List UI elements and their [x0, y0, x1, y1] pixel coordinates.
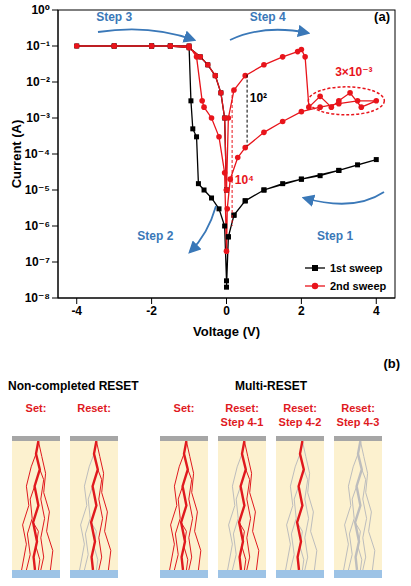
svg-text:(b): (b): [383, 356, 400, 371]
svg-text:-2: -2: [146, 304, 157, 318]
svg-text:Step 3: Step 3: [96, 10, 132, 24]
svg-text:4: 4: [373, 304, 380, 318]
svg-text:3×10⁻³: 3×10⁻³: [335, 65, 372, 79]
svg-text:10⁻⁵: 10⁻⁵: [25, 183, 50, 197]
svg-text:Step 4-1: Step 4-1: [221, 416, 264, 428]
svg-text:10⁴: 10⁴: [235, 173, 254, 187]
svg-text:10⁻⁷: 10⁻⁷: [25, 255, 50, 269]
svg-text:Step 4-2: Step 4-2: [279, 416, 322, 428]
svg-text:Reset:: Reset:: [77, 402, 111, 414]
svg-text:10⁻⁴: 10⁻⁴: [24, 147, 50, 161]
svg-text:Set:: Set:: [174, 402, 195, 414]
svg-text:Step 2: Step 2: [137, 229, 173, 243]
svg-text:10⁰: 10⁰: [31, 3, 50, 17]
svg-text:Set:: Set:: [26, 402, 47, 414]
svg-text:Reset:: Reset:: [225, 402, 259, 414]
svg-text:-4: -4: [71, 304, 82, 318]
svg-text:2: 2: [298, 304, 305, 318]
svg-text:1st sweep: 1st sweep: [330, 262, 383, 274]
svg-text:10⁻²: 10⁻²: [26, 75, 50, 89]
svg-text:Reset:: Reset:: [283, 402, 317, 414]
svg-text:10⁻³: 10⁻³: [26, 111, 50, 125]
svg-text:Step 1: Step 1: [317, 229, 353, 243]
svg-text:10⁻⁶: 10⁻⁶: [25, 219, 50, 233]
svg-text:Step 4-3: Step 4-3: [337, 416, 380, 428]
svg-text:Current (A): Current (A): [9, 120, 24, 189]
svg-text:10²: 10²: [250, 91, 267, 105]
svg-text:(a): (a): [374, 9, 390, 24]
svg-text:Step 4: Step 4: [250, 10, 286, 24]
svg-text:Reset:: Reset:: [341, 402, 375, 414]
svg-text:2nd sweep: 2nd sweep: [330, 280, 387, 292]
svg-text:Voltage (V): Voltage (V): [193, 324, 260, 339]
svg-text:Multi-RESET: Multi-RESET: [235, 379, 308, 393]
svg-text:Non-completed RESET: Non-completed RESET: [8, 379, 139, 393]
svg-text:10⁻¹: 10⁻¹: [26, 39, 50, 53]
svg-text:10⁻⁸: 10⁻⁸: [25, 291, 50, 305]
svg-text:0: 0: [223, 304, 230, 318]
